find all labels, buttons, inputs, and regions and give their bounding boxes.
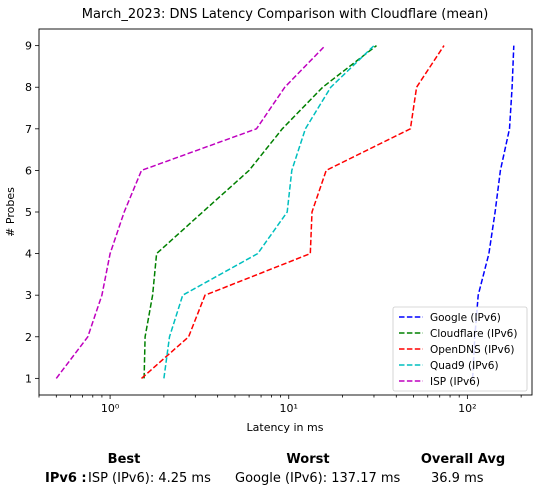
x-axis: 10⁰ 10¹ 10² [38, 395, 522, 415]
legend-box [392, 306, 528, 392]
y-tick-label: 8 [25, 81, 32, 94]
y-tick-label: 7 [25, 123, 32, 136]
overall-avg-value: 36.9 ms [431, 471, 484, 486]
legend-label: ISP (IPv6) [430, 376, 480, 388]
series-line-1 [143, 45, 377, 379]
ipv6-row-label: IPv6 : [45, 471, 87, 486]
y-tick-label: 4 [25, 248, 32, 261]
y-axis-label: # Probes [4, 187, 17, 237]
y-tick-label: 3 [25, 289, 32, 302]
best-header: Best [107, 452, 141, 467]
series-layer [55, 45, 515, 379]
chart-title: March_2023: DNS Latency Comparison with … [82, 7, 489, 22]
x-axis-label: Latency in ms [247, 421, 324, 434]
best-value: ISP (IPv6): 4.25 ms [88, 471, 211, 486]
series-line-4 [55, 45, 326, 379]
series-line-2 [141, 45, 445, 379]
worst-header: Worst [286, 452, 330, 467]
y-tick-label: 2 [25, 331, 32, 344]
y-tick-label: 6 [25, 164, 32, 177]
overall-avg-header: Overall Avg [420, 452, 506, 467]
y-tick-label: 9 [25, 40, 32, 53]
x-tick-label: 10² [458, 402, 476, 415]
x-tick-label: 10⁰ [101, 402, 120, 415]
y-axis: 1 2 3 4 5 6 7 8 9 [25, 40, 39, 385]
x-tick-label: 10¹ [280, 402, 298, 415]
y-tick-label: 5 [25, 206, 32, 219]
legend-label: Google (IPv6) [430, 312, 501, 324]
line-chart: March_2023: DNS Latency Comparison with … [4, 7, 533, 434]
legend-label: Cloudflare (IPv6) [430, 328, 517, 340]
legend: Google (IPv6) Cloudflare (IPv6) OpenDNS (I… [392, 306, 528, 392]
worst-value: Google (IPv6): 137.17 ms [235, 471, 401, 486]
legend-label: Quad9 (IPv6) [430, 360, 499, 372]
y-tick-label: 1 [25, 372, 32, 385]
legend-label: OpenDNS (IPv6) [430, 344, 515, 356]
series-line-3 [163, 45, 375, 379]
